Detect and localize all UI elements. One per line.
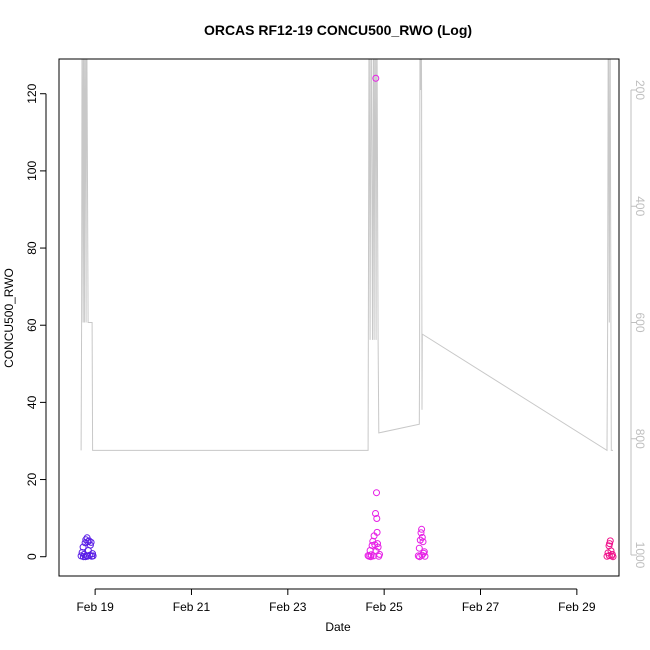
x-tick-label: Feb 29 xyxy=(558,600,596,614)
x-tick-label: Feb 23 xyxy=(269,600,307,614)
data-point-s2-4 xyxy=(606,537,614,545)
data-point-s1-13 xyxy=(373,528,381,536)
points-layer xyxy=(77,74,617,561)
data-point-s1-29 xyxy=(421,552,429,560)
data-point-s0-10 xyxy=(85,537,93,545)
y-tick-label: 120 xyxy=(25,83,39,103)
data-point-s2-9 xyxy=(605,552,613,560)
x-tick-label: Feb 21 xyxy=(173,600,211,614)
data-point-s1-11 xyxy=(373,489,380,497)
data-point-s2-3 xyxy=(606,540,614,548)
altitude-layer xyxy=(80,59,613,452)
data-point-s0-13 xyxy=(87,538,95,546)
y-tick-label: 20 xyxy=(25,473,39,487)
data-point-s0-2 xyxy=(79,543,87,551)
data-point-s1-12 xyxy=(373,515,381,522)
y-tick-label: 60 xyxy=(25,318,39,332)
data-point-s1-28 xyxy=(420,548,428,556)
altitude-line xyxy=(80,59,613,452)
y2-tick-label: 600 xyxy=(633,312,647,332)
y2-tick-label: 200 xyxy=(633,80,647,100)
data-point-s0-17 xyxy=(79,553,87,561)
x-tick-label: Feb 27 xyxy=(462,600,500,614)
x-axis-label: Date xyxy=(325,620,351,634)
plot-frame xyxy=(58,58,620,577)
y2-tick-label: 1000 xyxy=(633,542,647,569)
x-tick-label: Feb 25 xyxy=(365,600,403,614)
data-point-s0-12 xyxy=(86,541,94,549)
data-point-s1-23 xyxy=(417,529,425,537)
y2-tick-label: 800 xyxy=(633,429,647,449)
data-point-s1-19 xyxy=(367,553,375,561)
data-point-s1-21 xyxy=(415,544,423,552)
data-point-s1-9 xyxy=(372,510,379,517)
data-point-s1-20 xyxy=(414,552,422,560)
data-point-s1-31 xyxy=(418,551,426,559)
y-tick-label: 0 xyxy=(25,553,39,560)
data-point-s0-19 xyxy=(83,552,91,560)
data-point-s1-17 xyxy=(376,550,383,558)
data-point-s1-18 xyxy=(372,74,380,82)
data-point-s1-14 xyxy=(374,540,381,548)
y-tick-label: 100 xyxy=(25,161,39,181)
y2-axis: 200 400 600 800 1000 xyxy=(630,80,647,569)
y-axis-label: CONCU500_RWO xyxy=(2,268,16,368)
data-point-s1-24 xyxy=(418,525,426,533)
data-point-s0-5 xyxy=(82,536,90,544)
x-tick-label: Feb 19 xyxy=(76,600,114,614)
y2-tick-label: 400 xyxy=(633,196,647,216)
y-tick-label: 40 xyxy=(25,395,39,409)
y-tick-label: 80 xyxy=(25,241,39,255)
data-point-s1-26 xyxy=(419,538,427,546)
data-point-s1-15 xyxy=(374,543,382,551)
data-point-s1-25 xyxy=(418,533,426,541)
x-axis: Feb 19 Feb 21 Feb 23 Feb 25 Feb 27 Feb 29 xyxy=(76,588,596,614)
y-axis: 0 20 40 60 80 100 120 xyxy=(25,83,47,560)
chart-title: ORCAS RF12-19 CONCU500_RWO (Log) xyxy=(204,22,472,38)
data-point-s2-8 xyxy=(609,553,617,561)
